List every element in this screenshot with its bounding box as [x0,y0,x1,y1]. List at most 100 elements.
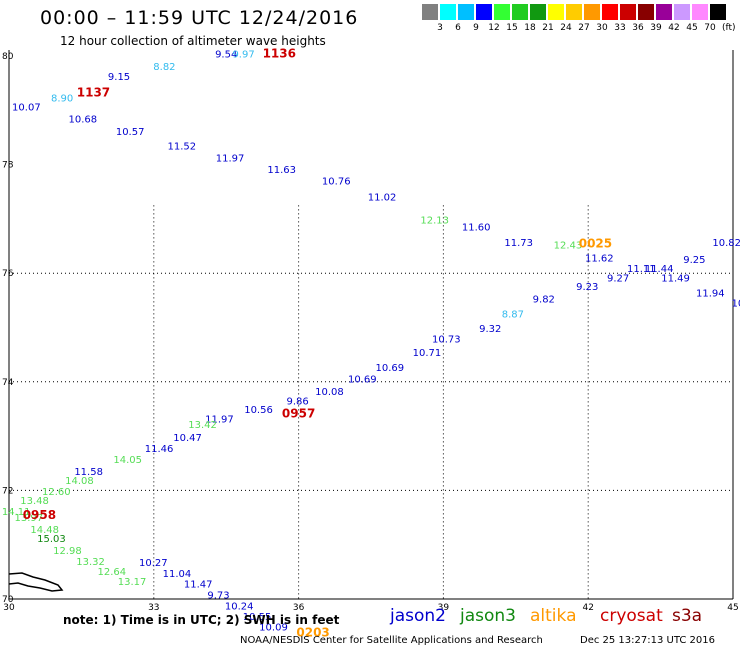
wave-height-value: 11.47 [184,579,213,590]
legend-swatch [602,4,618,20]
wave-height-value: 11.52 [167,142,196,153]
wave-height-value: 8.90 [51,93,73,104]
latitude-label: 74 [2,378,14,388]
wave-height-value: 10.55 [243,612,272,623]
legend-label: 27 [578,23,590,33]
map-title: 00:00 – 11:59 UTC 12/24/2016 [40,7,359,29]
wave-height-value: 11.60 [462,223,491,234]
satellite-label-s3a: s3a [672,606,703,626]
latitude-label: 78 [2,161,14,171]
legend-label: 36 [632,23,644,33]
legend-label: 45 [686,23,698,33]
wave-height-value: 9.54 [215,49,237,60]
legend-swatch [530,4,546,20]
legend-swatch [674,4,690,20]
legend-label: 33 [614,23,626,33]
pass-time-label: 0957 [282,406,315,420]
legend-label: 21 [542,23,554,33]
pass-time-label: 0025 [579,236,612,250]
wave-height-value: 13.32 [76,557,105,568]
wave-height-value: 10.73 [432,334,461,345]
wave-height-value: 12.60 [42,487,71,498]
legend-swatch [566,4,582,20]
legend-label: 6 [455,23,461,33]
longitude-label: 42 [582,603,593,613]
legend-swatch [656,4,672,20]
wave-height-value: 10.07 [12,102,41,113]
legend-label: 39 [650,23,662,33]
wave-height-value: 12.43 [554,240,583,251]
wave-height-value: 11.04 [163,569,192,580]
wave-height-value: 10.47 [173,433,202,444]
wave-height-value: 9.97 [232,49,254,60]
wave-height-value: 10.71 [413,348,442,359]
wave-height-value: 10.24 [225,602,254,613]
wave-height-value: 10.09 [259,623,288,634]
wave-height-value: 11.49 [661,274,690,285]
wave-height-value: 12.98 [53,546,82,557]
wave-height-value: 12.13 [420,215,449,226]
wave-height-value: 10.68 [69,114,98,125]
legend-swatch [638,4,654,20]
wave-height-value: 11.58 [74,467,103,478]
pass-time-label: 1136 [263,46,296,60]
pass-time-label: 1137 [77,85,110,99]
legend-label: 70 [704,23,716,33]
wave-height-value: 11.63 [267,165,296,176]
wave-height-value: 9.86 [287,396,309,407]
wave-height-value: 10.08 [315,387,344,398]
wave-height-value: 11.44 [645,264,674,275]
legend-label: 30 [596,23,608,33]
wave-height-value: 11.97 [216,154,245,165]
wave-height-value: 9.15 [108,72,130,83]
legend-swatch [422,4,438,20]
wave-height-value: 11.97 [205,415,234,426]
credit-text: NOAA/NESDIS Center for Satellite Applica… [240,635,543,646]
wave-height-value: 11.73 [504,238,533,249]
wave-height-value: 13.48 [20,496,49,507]
wave-height-value: 11.46 [145,444,174,455]
wave-height-value: 9.27 [607,274,629,285]
wave-height-value: 10.57 [116,127,145,138]
wave-height-value: 13.17 [118,577,147,588]
map-subtitle: 12 hour collection of altimeter wave hei… [60,34,326,48]
wave-height-value: 10.69 [376,363,405,374]
wave-height-value: 11.62 [585,253,614,264]
legend-swatch [692,4,708,20]
pass-time-label: 0958 [23,508,56,522]
wave-height-value: 9.73 [207,591,229,602]
satellite-label-jason2: jason2 [390,606,446,626]
legend-swatch [620,4,636,20]
legend-label: 3 [437,23,443,33]
latitude-label: 70 [2,595,14,605]
wave-height-value: 9.82 [533,295,555,306]
legend-label: 42 [668,23,680,33]
longitude-label: 33 [148,603,159,613]
legend-swatch [710,4,726,20]
legend-label: 12 [488,23,500,33]
longitude-label: 30 [3,603,15,613]
wave-height-value: 8.87 [502,309,524,320]
wave-height-value: 12.64 [97,567,126,578]
wave-height-value: 15.03 [37,534,66,545]
legend-label: 15 [506,23,518,33]
wave-height-value: 14.48 [30,525,59,536]
legend-unit: (ft) [722,23,736,33]
satellite-label-altika: altika [530,606,577,626]
pass-time-label: 0203 [296,626,329,640]
wave-height-value: 13.42 [188,420,217,431]
wave-height-value: 9.23 [576,282,598,293]
wave-height-value: 14.08 [65,476,94,487]
footer-note: note: 1) Time is in UTC; 2) SWH is in fe… [63,613,340,627]
wave-height-value: 10 [731,299,740,310]
wave-height-value: 10.82 [712,238,740,249]
legend-swatch [584,4,600,20]
legend-label: 24 [560,23,572,33]
longitude-label: 45 [727,603,738,613]
wave-height-value: 9.25 [683,255,705,266]
wave-height-value: 14.11 [2,507,31,518]
wave-height-value: 10.56 [244,405,273,416]
legend-swatch [512,4,528,20]
wave-height-value: 13.97 [14,513,43,524]
